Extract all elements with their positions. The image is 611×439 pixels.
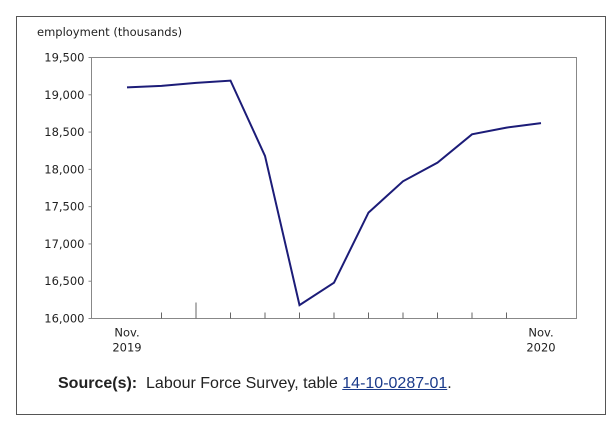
source: Source(s): Labour Force Survey, table 14… — [58, 375, 452, 393]
plot-area — [91, 57, 577, 319]
source-label: Source(s): — [58, 375, 138, 392]
y-tick-label: 17,000 — [44, 237, 84, 251]
source-text: Labour Force Survey, table — [146, 375, 343, 392]
y-tick-label: 19,000 — [44, 88, 84, 102]
x-tick-label: Nov. 2020 — [526, 326, 555, 355]
data-line — [126, 79, 542, 307]
source-link[interactable]: 14-10-0287-01 — [342, 375, 448, 392]
y-tick-label: 16,500 — [44, 274, 84, 288]
x-tick-label-line: 2019 — [112, 341, 141, 355]
y-tick-label: 16,000 — [44, 312, 84, 326]
x-tick-label-line: Nov. — [528, 326, 553, 340]
frame — [16, 16, 606, 415]
y-tick-label: 18,500 — [44, 125, 84, 139]
x-tick-label-line: 2020 — [526, 341, 555, 355]
y-tick-label: 17,500 — [44, 200, 84, 214]
x-tick-label: Nov. 2019 — [112, 326, 141, 355]
y-tick-label: 18,000 — [44, 162, 84, 176]
x-tick-label-line: Nov. — [114, 326, 139, 340]
y-tick-label: 19,500 — [44, 51, 84, 65]
source-end: . — [447, 375, 452, 392]
y-axis-title: employment (thousands) — [37, 25, 182, 39]
